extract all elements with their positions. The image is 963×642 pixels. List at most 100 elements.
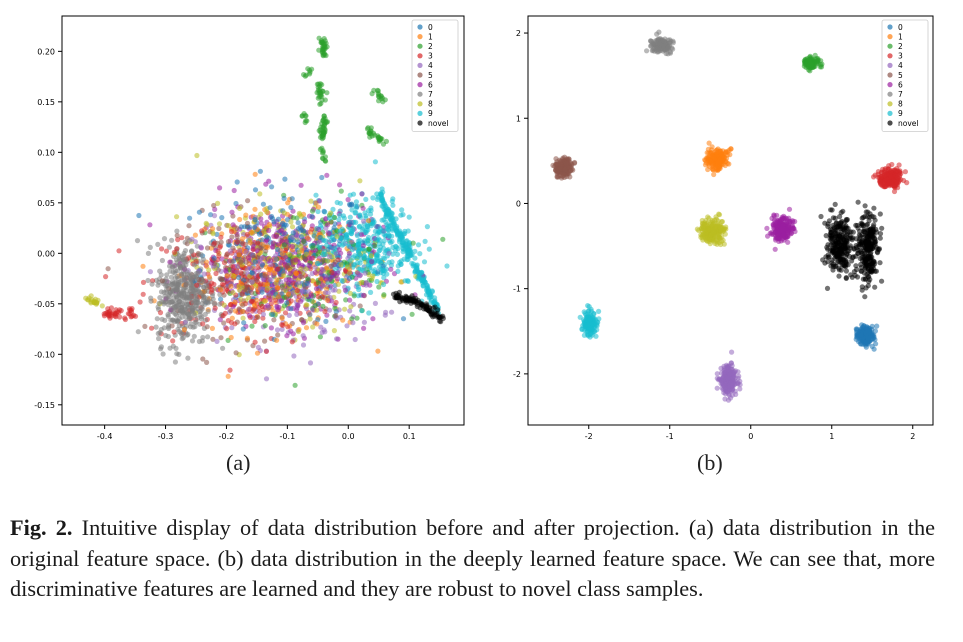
- data-point-5: [216, 225, 222, 232]
- data-point-9: [330, 234, 336, 240]
- data-point-6: [786, 206, 793, 212]
- data-point-9: [374, 196, 380, 202]
- data-point-8: [262, 298, 268, 304]
- data-point-7: [195, 315, 201, 321]
- data-point-7: [179, 271, 185, 277]
- data-point-4: [286, 312, 292, 318]
- data-point-9: [395, 263, 401, 269]
- data-point-1: [254, 350, 261, 356]
- data-point-1: [293, 271, 299, 277]
- data-point-1: [272, 270, 278, 276]
- data-point-7: [185, 355, 191, 361]
- data-point-4: [201, 271, 207, 277]
- data-point-5: [159, 278, 165, 284]
- data-point-1: [228, 283, 234, 289]
- x-tick-label: -0.2: [219, 432, 235, 441]
- data-point-8: [297, 212, 303, 218]
- data-point-2: [317, 127, 323, 133]
- data-point-novel: [408, 297, 414, 303]
- data-point-6: [306, 262, 312, 268]
- data-point-7: [182, 308, 188, 314]
- data-point-6: [347, 297, 353, 303]
- data-point-6: [316, 198, 323, 204]
- data-point-2: [818, 58, 824, 64]
- data-point-4: [267, 277, 273, 283]
- data-point-7: [156, 335, 162, 342]
- data-point-2: [320, 117, 326, 123]
- data-point-6: [287, 271, 293, 277]
- data-point-2: [376, 134, 382, 140]
- legend-marker-6: [417, 82, 423, 88]
- data-point-9: [337, 212, 343, 218]
- data-point-9: [405, 228, 411, 234]
- x-tick-label: 0.1: [403, 432, 416, 441]
- data-point-8: [210, 231, 216, 237]
- data-point-1: [706, 140, 712, 146]
- data-point-8: [303, 266, 309, 272]
- data-point-3: [209, 287, 215, 293]
- data-point-9: [596, 308, 602, 314]
- data-point-0: [295, 239, 301, 245]
- data-point-9: [444, 263, 450, 269]
- data-point-novel: [871, 205, 877, 211]
- data-point-4: [729, 349, 735, 355]
- data-point-1: [209, 325, 215, 331]
- data-point-4: [736, 373, 742, 379]
- data-point-4: [198, 244, 204, 250]
- data-point-0: [246, 224, 253, 230]
- data-point-4: [147, 269, 153, 275]
- data-point-novel: [394, 295, 400, 301]
- data-point-4: [327, 307, 333, 313]
- data-point-3: [222, 310, 228, 316]
- data-point-4: [260, 311, 266, 317]
- data-point-9: [355, 253, 361, 260]
- data-point-6: [245, 255, 252, 261]
- data-point-4: [352, 336, 358, 343]
- data-point-7: [173, 312, 180, 318]
- data-point-3: [171, 329, 177, 335]
- data-point-0: [874, 323, 880, 329]
- data-point-3: [122, 315, 128, 321]
- data-point-9: [424, 224, 430, 230]
- data-point-0: [252, 259, 258, 265]
- data-point-8: [216, 221, 223, 227]
- data-point-2: [318, 100, 324, 106]
- data-point-5: [244, 283, 250, 289]
- data-point-2: [409, 311, 415, 317]
- data-point-6: [777, 217, 783, 223]
- data-point-6: [780, 223, 786, 229]
- data-point-7: [168, 274, 174, 280]
- data-point-8: [717, 224, 723, 230]
- data-point-0: [349, 202, 355, 208]
- data-point-8: [240, 315, 246, 321]
- data-point-7: [196, 289, 203, 295]
- data-point-8: [719, 219, 725, 225]
- data-point-0: [871, 346, 877, 352]
- data-point-2: [321, 113, 327, 119]
- data-point-3: [171, 249, 177, 255]
- data-point-1: [252, 171, 258, 177]
- data-point-6: [328, 283, 334, 289]
- data-point-9: [398, 258, 404, 264]
- data-point-3: [894, 174, 901, 180]
- data-point-0: [281, 195, 287, 202]
- data-point-6: [147, 222, 153, 228]
- data-point-7: [220, 345, 226, 351]
- data-point-4: [241, 232, 247, 238]
- data-point-6: [785, 239, 791, 245]
- data-point-9: [593, 333, 599, 339]
- data-point-8: [344, 264, 350, 270]
- data-point-7: [170, 309, 176, 315]
- data-point-9: [406, 214, 412, 220]
- data-point-0: [211, 255, 217, 261]
- data-point-2: [380, 141, 387, 147]
- data-point-0: [251, 224, 258, 230]
- data-point-7: [158, 344, 164, 350]
- data-point-7: [164, 272, 170, 278]
- data-point-7: [173, 345, 179, 351]
- data-point-8: [95, 297, 101, 303]
- data-point-1: [192, 232, 198, 238]
- data-point-3: [224, 326, 230, 332]
- data-point-0: [319, 174, 325, 181]
- data-point-7: [184, 269, 190, 275]
